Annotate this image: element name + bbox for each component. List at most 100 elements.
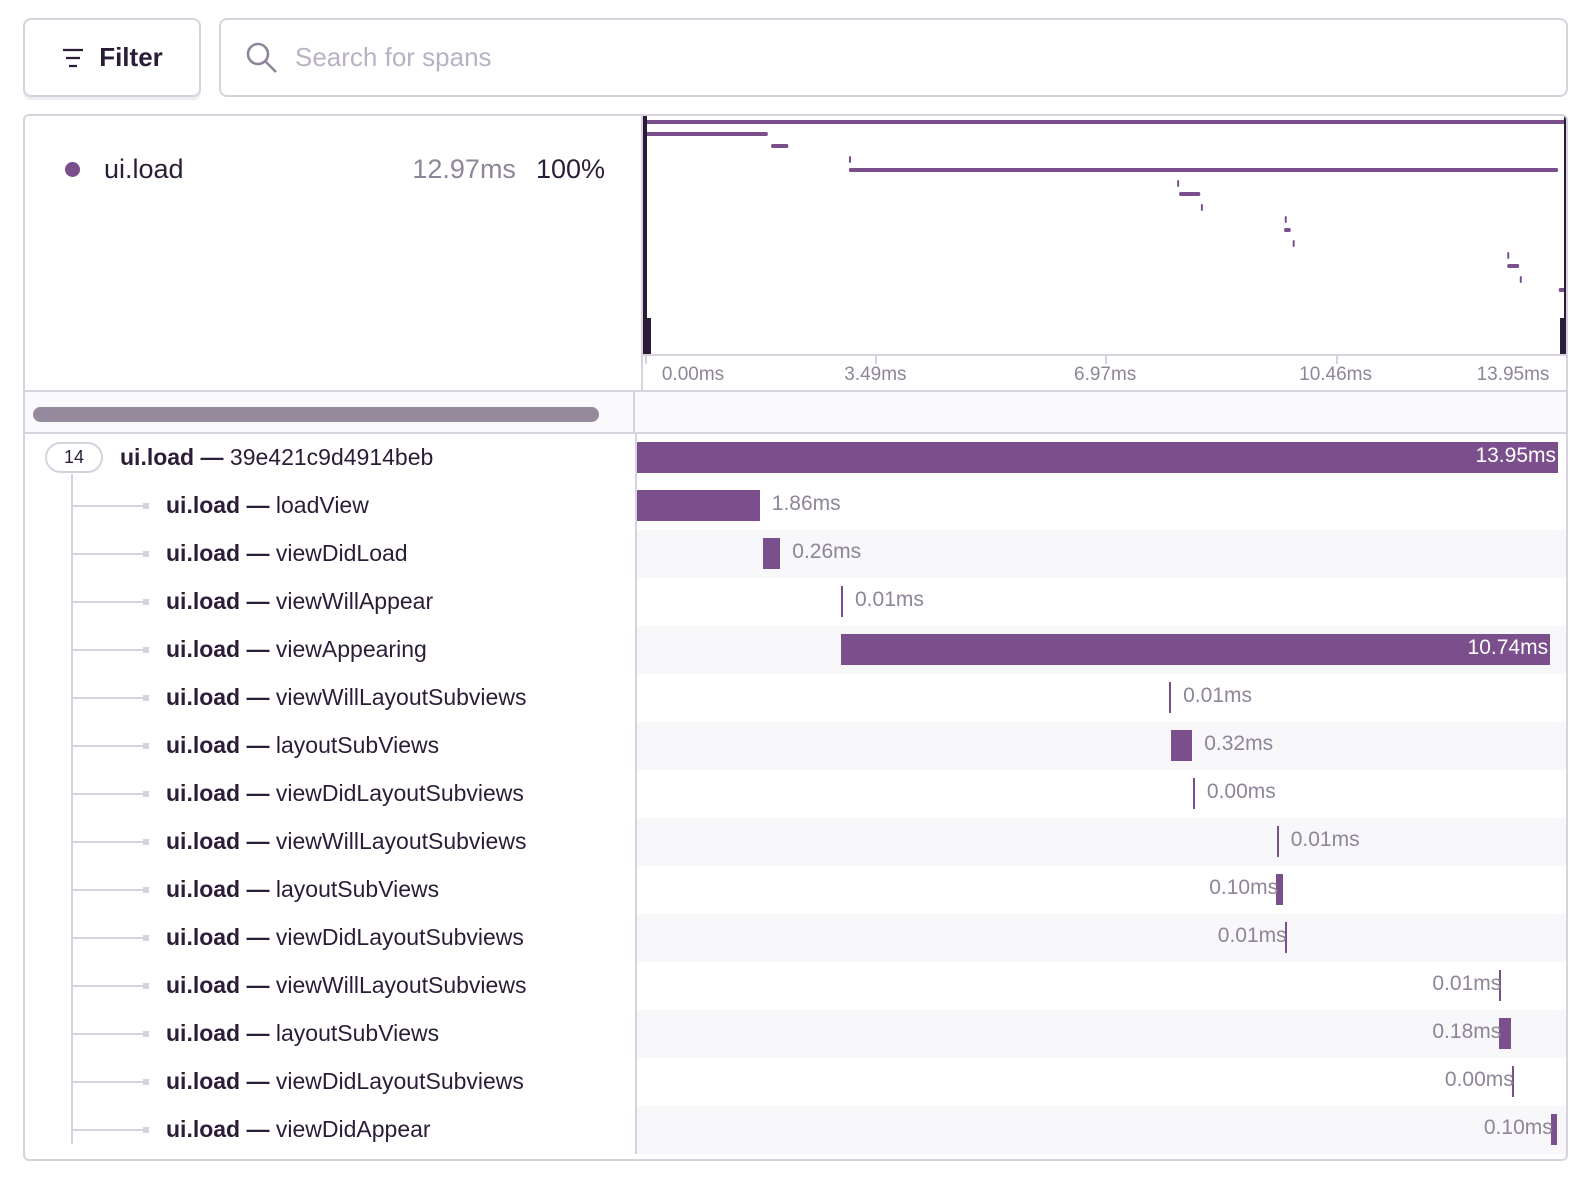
span-row[interactable]: ui.load — loadView 1.86ms [25, 482, 1566, 530]
filter-lines-icon [63, 48, 84, 67]
minimap-span [1200, 204, 1203, 211]
span-row[interactable]: ui.load — viewDidLayoutSubviews 0.01ms [25, 914, 1566, 962]
span-separator: — [240, 1068, 276, 1094]
window-right-handle[interactable] [1560, 318, 1568, 354]
axis-tick-label: 3.49ms [844, 364, 907, 385]
tree-connector [71, 889, 145, 891]
ops-legend-item[interactable]: ui.load 12.97ms 100% [65, 154, 605, 185]
span-duration-label: 1.86ms [771, 492, 841, 515]
span-timeline: 0.10ms [635, 1106, 1566, 1154]
span-row[interactable]: ui.load — viewDidLayoutSubviews 0.00ms [25, 1058, 1566, 1106]
tree-connector [71, 985, 145, 987]
span-bar[interactable] [1511, 1066, 1514, 1097]
tree-node-dot [143, 599, 149, 605]
horizontal-scrollbar[interactable] [33, 407, 599, 422]
filter-label: Filter [99, 42, 163, 72]
span-description: viewDidLayoutSubviews [275, 780, 524, 806]
span-duration-label: 0.10ms [1483, 1116, 1553, 1139]
span-row[interactable]: ui.load — viewWillLayoutSubviews 0.01ms [25, 674, 1566, 722]
span-row[interactable]: ui.load — viewWillAppear 0.01ms [25, 578, 1566, 626]
tree-connector-line [71, 474, 73, 1144]
span-bar[interactable] [1171, 730, 1193, 761]
span-row[interactable]: ui.load — viewDidLoad 0.26ms [25, 530, 1566, 578]
span-row[interactable]: ui.load — viewWillLayoutSubviews 0.01ms [25, 962, 1566, 1010]
ops-legend-panel: ui.load 12.97ms 100% [25, 116, 643, 392]
span-op: ui.load [166, 828, 241, 854]
tree-node-dot [143, 839, 149, 845]
tree-connector [71, 841, 145, 843]
minimap-span [645, 120, 1566, 124]
minimap-span [1507, 252, 1510, 259]
tree-node-dot [143, 1079, 149, 1085]
span-op: ui.load [166, 924, 241, 950]
span-bar[interactable] [1550, 1114, 1558, 1145]
span-timeline: 0.01ms [635, 914, 1566, 962]
root-span-row[interactable]: 14 ui.load — 39e421c9d4914beb 13.95ms [25, 434, 1566, 482]
span-bar[interactable] [841, 634, 1551, 665]
span-row[interactable]: ui.load — viewAppearing 10.74ms [25, 626, 1566, 674]
span-duration-label: 0.00ms [1444, 1068, 1514, 1091]
span-description: viewDidLoad [275, 540, 408, 566]
span-row[interactable]: ui.load — viewDidLayoutSubviews 0.00ms [25, 770, 1566, 818]
search-input[interactable] [295, 42, 1495, 73]
span-description: viewDidLayoutSubviews [275, 924, 524, 950]
span-bar[interactable] [1276, 874, 1283, 905]
span-row[interactable]: ui.load — layoutSubViews 0.32ms [25, 722, 1566, 770]
axis-tick-label: 10.46ms [1299, 364, 1373, 385]
span-row[interactable]: ui.load — viewWillLayoutSubviews 0.01ms [25, 818, 1566, 866]
span-description: layoutSubViews [275, 876, 440, 902]
span-op: ui.load [166, 972, 241, 998]
span-row[interactable]: ui.load — layoutSubViews 0.10ms [25, 866, 1566, 914]
span-row[interactable]: ui.load — viewDidAppear 0.10ms [25, 1106, 1566, 1154]
span-duration-label: 0.18ms [1432, 1020, 1502, 1043]
span-timeline: 0.32ms [635, 722, 1566, 770]
span-bar[interactable] [841, 586, 843, 617]
span-timeline: 0.26ms [635, 530, 1566, 578]
span-bar[interactable] [637, 490, 760, 521]
span-description: viewWillLayoutSubviews [275, 828, 527, 854]
filter-button[interactable]: Filter [23, 18, 201, 97]
time-axis: 0.00ms 3.49ms 6.97ms 10.46ms 13.95ms [643, 354, 1566, 392]
span-description: viewWillLayoutSubviews [275, 684, 527, 710]
span-name: ui.load — viewWillLayoutSubviews [166, 828, 526, 855]
span-timeline: 0.01ms [635, 818, 1566, 866]
span-separator: — [240, 684, 276, 710]
minimap-span [1292, 240, 1295, 247]
span-separator: — [240, 924, 276, 950]
span-bar[interactable] [637, 442, 1558, 473]
span-timeline: 0.01ms [635, 962, 1566, 1010]
trace-minimap[interactable] [643, 116, 1568, 354]
span-duration-label: 0.01ms [1432, 972, 1502, 995]
minimap-span [849, 156, 852, 163]
span-bar[interactable] [1284, 922, 1287, 953]
span-separator: — [240, 1116, 276, 1142]
axis-tick-mark [1105, 354, 1108, 364]
span-row[interactable]: ui.load — layoutSubViews 0.18ms [25, 1010, 1566, 1058]
span-bar[interactable] [1192, 778, 1195, 809]
span-separator: — [240, 540, 276, 566]
op-name: ui.load [104, 154, 184, 184]
span-separator: — [240, 588, 276, 614]
op-percent: 100% [535, 154, 605, 184]
span-description: loadView [275, 492, 369, 518]
span-bar[interactable] [1276, 826, 1279, 857]
span-separator: — [240, 876, 276, 902]
span-timeline: 0.00ms [635, 1058, 1566, 1106]
span-op: ui.load [166, 876, 241, 902]
window-left-handle[interactable] [643, 318, 651, 354]
span-timeline: 1.86ms [635, 482, 1566, 530]
axis-tick-mark [645, 354, 647, 364]
minimap-span [1284, 228, 1291, 232]
tree-connector [71, 649, 145, 651]
span-name: ui.load — 39e421c9d4914beb [120, 444, 433, 471]
child-count-toggle[interactable]: 14 [45, 442, 103, 473]
span-op: ui.load [166, 732, 241, 758]
span-bar[interactable] [763, 538, 781, 569]
span-bar[interactable] [1499, 970, 1502, 1001]
search-box[interactable] [219, 18, 1568, 97]
tree-connector [71, 1129, 145, 1131]
span-bar[interactable] [1169, 682, 1172, 713]
span-timeline: 13.95ms [635, 434, 1566, 482]
span-bar[interactable] [1499, 1018, 1512, 1049]
tree-node-dot [143, 647, 149, 653]
